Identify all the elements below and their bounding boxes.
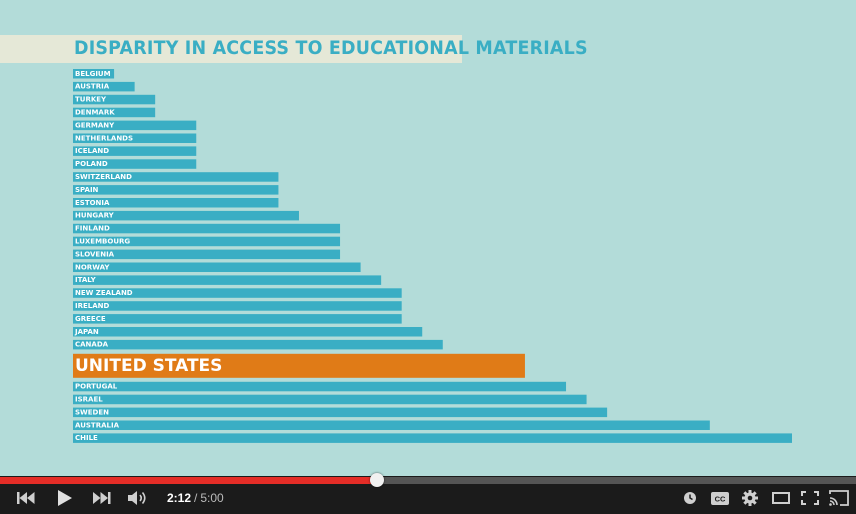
volume-icon [128, 491, 146, 505]
bar [73, 172, 279, 182]
progress-scrubber-handle[interactable] [370, 473, 384, 487]
title-band [0, 35, 462, 63]
bar-label: ESTONIA [75, 199, 110, 207]
duration: 5:00 [200, 491, 224, 505]
skip-next-icon [93, 492, 111, 504]
bar [73, 159, 197, 169]
bar-label: SWEDEN [75, 408, 109, 416]
bar-label: CANADA [75, 341, 109, 349]
bar-label: AUSTRALIA [75, 421, 120, 429]
bar-chart: BELGIUM AUSTRIA TURKEY DENMARK GERMANY NETHER… [73, 69, 792, 443]
theater-mode-icon [772, 492, 790, 504]
bar [73, 301, 402, 311]
bar [73, 288, 402, 298]
volume-button[interactable] [126, 488, 150, 508]
bar [73, 69, 115, 79]
progress-bar[interactable] [0, 473, 856, 487]
bar-label: CHILE [75, 434, 98, 442]
bar-label: SWITZERLAND [75, 173, 132, 181]
bar [73, 210, 299, 221]
bar-label: TURKEY [75, 96, 107, 104]
svg-text:CC: CC [715, 494, 726, 503]
time-separator: / [194, 491, 198, 505]
bar [73, 433, 792, 443]
skip-previous-icon [17, 492, 35, 504]
bar-label: BELGIUM [75, 70, 111, 78]
chart-title: DISPARITY IN ACCESS TO EDUCATIONAL MATER… [74, 37, 588, 59]
bar [73, 275, 382, 285]
cast-icon [829, 490, 849, 506]
highlight-bar [73, 353, 525, 378]
theater-mode-button[interactable] [770, 488, 792, 508]
bar [73, 107, 156, 118]
progress-played [0, 477, 377, 484]
captions-button[interactable]: CC [709, 488, 731, 508]
bar-label: FINLAND [75, 225, 110, 233]
bar-label: DENMARK [75, 108, 115, 116]
bar [73, 223, 341, 234]
bar [73, 94, 156, 105]
bar-label: HUNGARY [75, 212, 115, 220]
watch-later-button[interactable] [681, 488, 699, 508]
bar [73, 133, 197, 143]
highlight-bar-label: UNITED STATES [75, 356, 222, 376]
bar [73, 249, 341, 260]
bar-label: NEW ZEALAND [75, 289, 133, 297]
bar [73, 420, 710, 430]
clock-icon [684, 492, 696, 504]
bar-label: GREECE [75, 315, 106, 323]
bar [73, 262, 361, 272]
bar [73, 185, 279, 195]
bar-label: ISRAEL [75, 395, 103, 403]
bar [73, 339, 443, 350]
settings-button[interactable] [739, 488, 761, 508]
bar [73, 327, 423, 337]
bar-label: AUSTRIA [75, 83, 110, 91]
bar [73, 81, 135, 92]
bar-label: IRELAND [75, 302, 110, 310]
bar-label: SPAIN [75, 186, 99, 194]
play-button[interactable] [54, 488, 76, 508]
bar-label: LUXEMBOURG [75, 237, 130, 245]
bar-label: SLOVENIA [75, 250, 115, 258]
bar-label: NORWAY [75, 263, 110, 271]
bar-label: POLAND [75, 160, 108, 168]
skip-next-button[interactable] [90, 488, 114, 508]
bar-label: GERMANY [75, 121, 115, 129]
skip-previous-button[interactable] [14, 488, 38, 508]
bar [73, 120, 197, 131]
bar [73, 236, 341, 247]
fullscreen-button[interactable] [799, 488, 821, 508]
bar [73, 314, 402, 324]
play-icon [58, 490, 72, 506]
gear-icon [742, 490, 758, 506]
cast-button[interactable] [827, 488, 851, 508]
bar [73, 146, 197, 156]
bar [73, 381, 567, 392]
bar-label: NETHERLANDS [75, 134, 133, 142]
captions-icon: CC [711, 491, 729, 505]
time-display: 2:12 / 5:00 [167, 489, 224, 507]
current-time: 2:12 [167, 491, 192, 505]
bar-label: ICELAND [75, 147, 109, 155]
bar [73, 198, 279, 208]
fullscreen-icon [801, 491, 819, 505]
bar [73, 407, 608, 418]
bar-label: ITALY [75, 276, 97, 284]
bar [73, 394, 587, 405]
bar-label: PORTUGAL [75, 383, 118, 391]
bar-label: JAPAN [74, 328, 99, 336]
